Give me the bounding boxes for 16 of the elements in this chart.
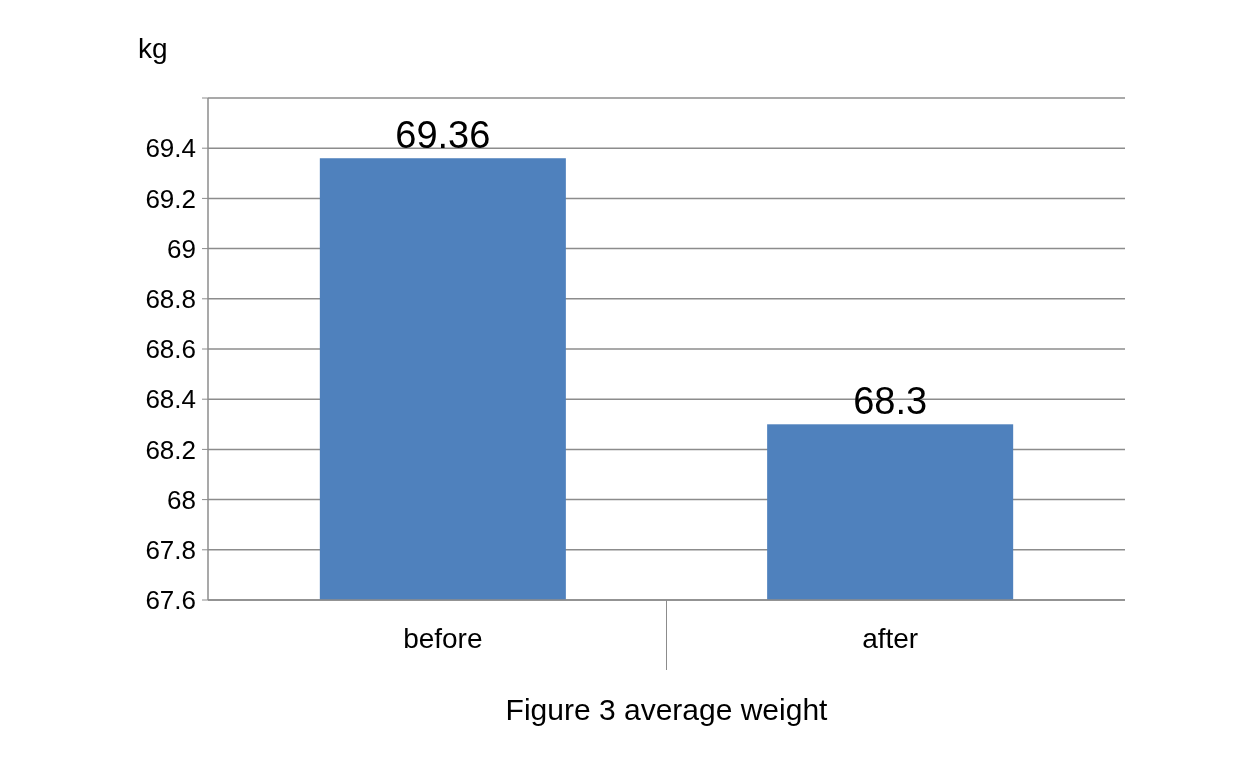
y-tick-label: 67.8 [145, 534, 196, 565]
y-tick-label: 68.8 [145, 283, 196, 314]
y-tick-label: 69 [167, 233, 196, 264]
x-tick-label: after [862, 623, 919, 654]
data-label: 68.3 [853, 380, 928, 423]
x-tick-label: before [403, 623, 483, 654]
y-tick-label: 68.2 [145, 434, 196, 465]
text: Figure 3 average weight [505, 693, 829, 726]
y-tick-label: 69.2 [145, 183, 196, 214]
y-tick-label: 67.6 [145, 585, 196, 616]
y-tick-label: 68.6 [145, 334, 196, 365]
y-tick-label: 68.4 [145, 384, 196, 415]
y-axis-title: kg [138, 33, 168, 64]
y-tick-label: 69.4 [145, 133, 196, 164]
y-tick-label: 68 [167, 484, 196, 515]
data-label: 69.36 [395, 114, 491, 157]
